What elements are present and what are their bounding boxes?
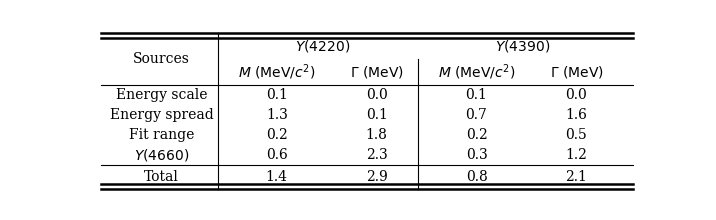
Text: 2.9: 2.9 <box>366 170 387 184</box>
Text: 1.2: 1.2 <box>566 148 587 162</box>
Text: 0.5: 0.5 <box>566 128 587 142</box>
Text: Fit range: Fit range <box>129 128 194 142</box>
Text: Sources: Sources <box>133 52 190 66</box>
Text: 2.1: 2.1 <box>566 170 587 184</box>
Text: $Y(4660)$: $Y(4660)$ <box>134 147 189 163</box>
Text: 0.2: 0.2 <box>465 128 488 142</box>
Text: Energy scale: Energy scale <box>116 88 208 102</box>
Text: $Y(4390)$: $Y(4390)$ <box>495 38 550 54</box>
Text: $\Gamma\ (\mathrm{MeV})$: $\Gamma\ (\mathrm{MeV})$ <box>349 64 404 80</box>
Text: 0.7: 0.7 <box>465 108 488 122</box>
Text: 1.3: 1.3 <box>266 108 288 122</box>
Text: $Y(4220)$: $Y(4220)$ <box>295 38 350 54</box>
Text: 1.8: 1.8 <box>366 128 387 142</box>
Text: $M\ (\mathrm{MeV}/c^2)$: $M\ (\mathrm{MeV}/c^2)$ <box>437 62 516 82</box>
Text: $\Gamma\ (\mathrm{MeV})$: $\Gamma\ (\mathrm{MeV})$ <box>549 64 604 80</box>
Text: 0.6: 0.6 <box>266 148 288 162</box>
Text: 0.1: 0.1 <box>366 108 387 122</box>
Text: 2.3: 2.3 <box>366 148 387 162</box>
Text: 0.0: 0.0 <box>366 88 387 102</box>
Text: 0.3: 0.3 <box>465 148 488 162</box>
Text: 0.1: 0.1 <box>465 88 488 102</box>
Text: Total: Total <box>144 170 179 184</box>
Text: 0.0: 0.0 <box>566 88 587 102</box>
Text: 0.1: 0.1 <box>266 88 288 102</box>
Text: Energy spread: Energy spread <box>110 108 213 122</box>
Text: 0.2: 0.2 <box>266 128 288 142</box>
Text: 1.6: 1.6 <box>566 108 587 122</box>
Text: 0.8: 0.8 <box>465 170 488 184</box>
Text: 1.4: 1.4 <box>266 170 288 184</box>
Text: $M\ (\mathrm{MeV}/c^2)$: $M\ (\mathrm{MeV}/c^2)$ <box>238 62 316 82</box>
